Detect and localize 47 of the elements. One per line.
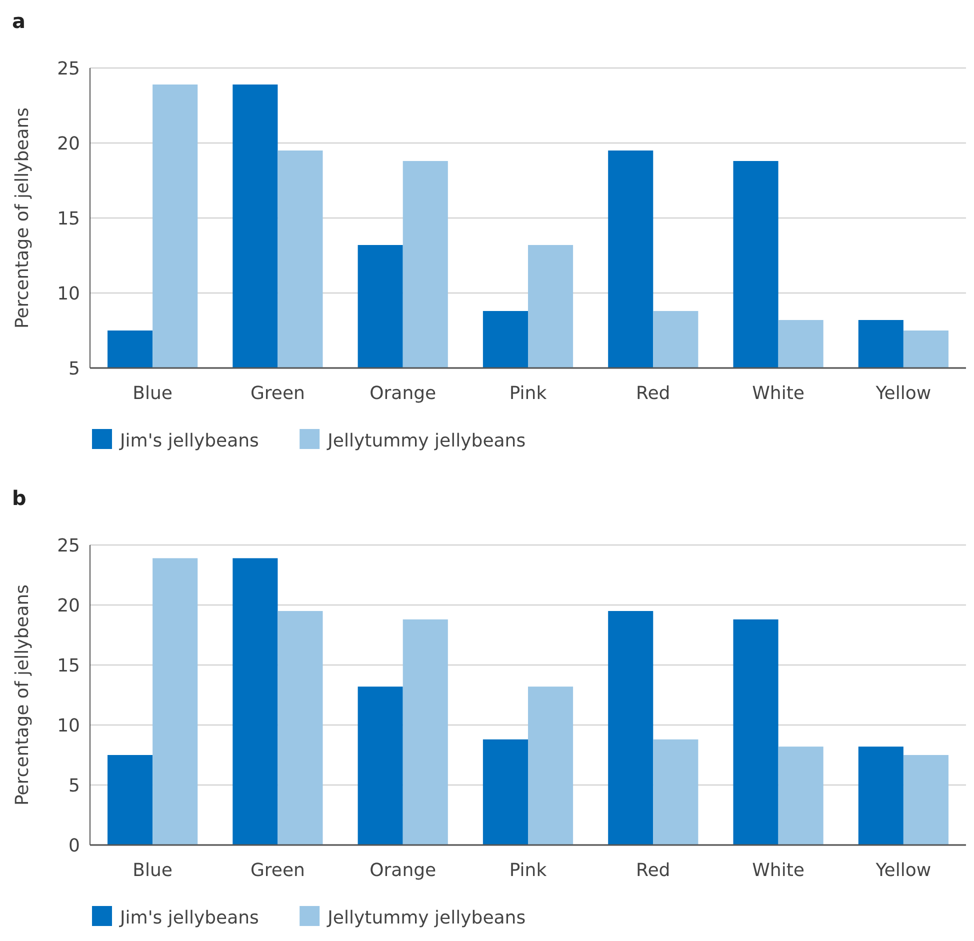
x-tick-label: Pink <box>509 860 548 881</box>
bar <box>653 739 698 845</box>
bar <box>778 746 824 845</box>
x-tick-label: White <box>752 860 804 881</box>
x-tick-label: Pink <box>509 383 548 404</box>
x-tick-label: Green <box>250 383 305 404</box>
y-axis-title: Percentage of jellybeans <box>12 107 33 329</box>
y-tick-label: 15 <box>57 655 80 676</box>
legend-label: Jim's jellybeans <box>119 907 259 928</box>
x-tick-label: Orange <box>370 383 436 404</box>
chart-title: a <box>12 9 26 33</box>
x-tick-label: Red <box>636 860 670 881</box>
x-tick-label: Green <box>250 860 305 881</box>
bar <box>903 755 948 845</box>
bar <box>402 619 448 845</box>
y-tick-label: 5 <box>68 358 80 380</box>
bar <box>108 755 153 845</box>
y-tick-label: 0 <box>68 835 80 856</box>
x-tick-label: Blue <box>132 383 172 404</box>
bar <box>278 611 323 845</box>
y-tick-label: 20 <box>57 595 80 616</box>
x-tick-label: Blue <box>132 860 172 881</box>
x-tick-label: White <box>752 383 804 404</box>
y-tick-label: 5 <box>68 775 80 796</box>
legend-label: Jellytummy jellybeans <box>326 907 526 928</box>
chart-title: b <box>12 486 26 510</box>
bar <box>608 611 654 845</box>
legend-label: Jellytummy jellybeans <box>326 430 526 452</box>
bar <box>152 558 198 845</box>
y-tick-label: 25 <box>57 535 80 556</box>
bar <box>232 558 278 845</box>
y-tick-label: 10 <box>57 283 80 304</box>
bar <box>733 619 778 845</box>
legend-label: Jim's jellybeans <box>119 430 259 452</box>
x-tick-label: Yellow <box>874 860 932 881</box>
bar <box>528 686 574 845</box>
bar <box>358 686 403 845</box>
bar <box>858 746 904 845</box>
y-tick-label: 20 <box>57 133 80 154</box>
x-tick-label: Red <box>636 383 670 404</box>
y-tick-label: 10 <box>57 715 80 736</box>
y-tick-label: 25 <box>57 58 80 80</box>
y-tick-label: 15 <box>57 208 80 230</box>
bar <box>482 739 528 845</box>
x-tick-label: Orange <box>370 860 436 881</box>
x-tick-label: Yellow <box>874 383 932 404</box>
y-axis-title: Percentage of jellybeans <box>12 584 33 806</box>
